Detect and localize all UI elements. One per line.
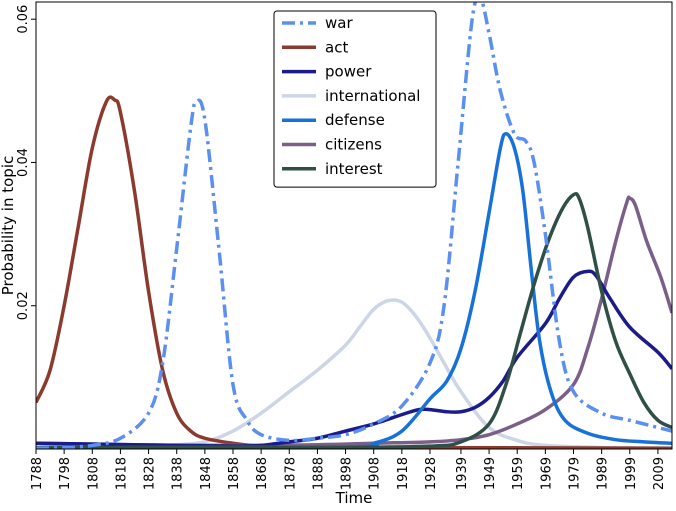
x-tick-label: 1848: [199, 457, 214, 490]
legend-item-interest: interest: [282, 160, 383, 178]
legend-item-defense: defense: [282, 111, 385, 129]
legend-label: power: [325, 63, 372, 81]
y-axis-label: Probability in topic: [0, 156, 17, 296]
x-tick-label: 1798: [58, 457, 73, 490]
x-tick-label: 1858: [227, 457, 242, 490]
x-tick-label: 1959: [511, 457, 526, 490]
legend-label: defense: [325, 111, 385, 129]
x-tick-label: 1838: [171, 457, 186, 490]
legend-item-citizens: citizens: [282, 136, 382, 154]
legend-label: international: [325, 87, 420, 105]
legend-item-war: war: [282, 14, 353, 32]
y-tick-label: 0.02: [16, 291, 31, 320]
series-line-international: [36, 298, 672, 449]
x-tick-label: 1788: [30, 457, 45, 490]
x-tick-label: 1888: [311, 457, 326, 490]
legend-item-power: power: [282, 63, 372, 81]
x-axis-ticks: 1788 1798 1808 1818 1828 1838 1848 1858 1868 1878…: [30, 449, 667, 490]
x-tick-label: 1999: [624, 457, 639, 490]
y-axis-ticks: 0.02 0.04 0.06: [16, 5, 36, 320]
legend-label: citizens: [325, 136, 382, 154]
legend-label: act: [325, 38, 348, 56]
x-tick-label: 2009: [652, 457, 667, 490]
x-tick-label: 1828: [143, 457, 158, 490]
series-line-interest: [36, 191, 672, 449]
legend-label: war: [325, 14, 353, 32]
y-tick-label: 0.06: [16, 5, 31, 34]
x-tick-label: 1918: [396, 457, 411, 490]
legend-item-international: international: [282, 87, 420, 105]
x-tick-label: 1949: [483, 457, 498, 490]
x-tick-label: 1928: [424, 457, 439, 490]
x-tick-label: 1808: [86, 457, 101, 490]
axes-frame: [35, 1, 673, 450]
x-tick-label: 1908: [368, 457, 383, 490]
series-lines: [36, 2, 672, 449]
series-line-defense: [36, 132, 672, 449]
x-tick-label: 1878: [283, 457, 298, 490]
series-line-war: [36, 2, 672, 449]
x-tick-label: 1969: [539, 457, 554, 490]
x-tick-label: 1898: [340, 457, 355, 490]
series-line-citizens: [36, 195, 672, 448]
x-tick-label: 1868: [255, 457, 270, 490]
y-tick-label: 0.04: [16, 148, 31, 177]
x-tick-label: 1939: [455, 457, 470, 490]
legend: war act power international defense citizens i…: [273, 10, 437, 188]
x-axis-label: Time: [335, 489, 373, 507]
series-line-power: [36, 269, 672, 448]
x-tick-label: 1989: [596, 457, 611, 490]
legend-item-act: act: [282, 38, 348, 56]
x-tick-label: 1818: [114, 457, 129, 490]
x-tick-label: 1979: [568, 457, 583, 490]
legend-label: interest: [325, 160, 383, 178]
